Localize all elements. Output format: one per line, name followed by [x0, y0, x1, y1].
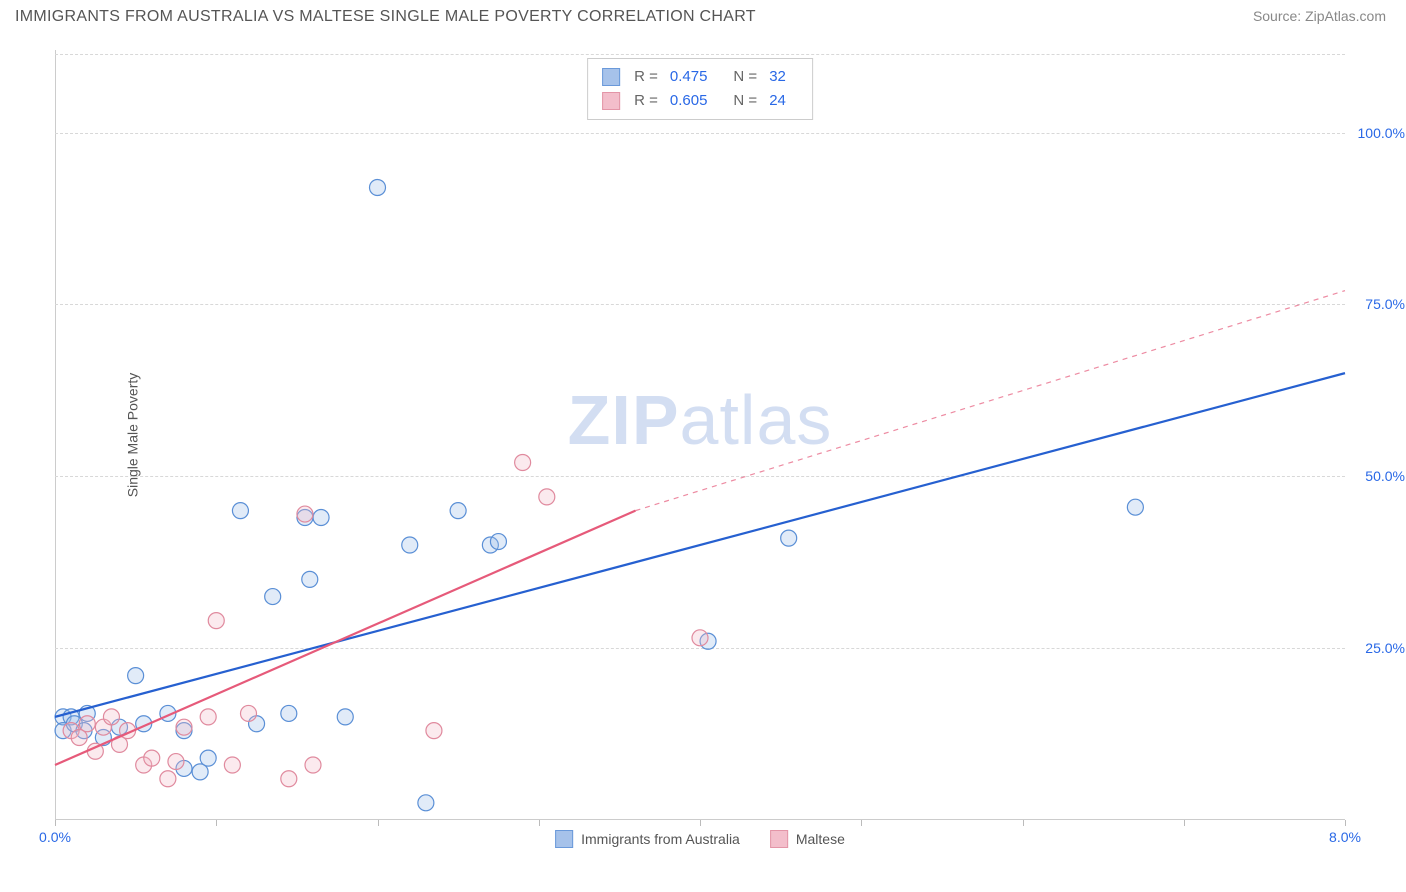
x-tick: [1345, 820, 1346, 826]
chart-title: IMMIGRANTS FROM AUSTRALIA VS MALTESE SIN…: [15, 8, 756, 26]
x-tick: [1023, 820, 1024, 826]
x-tick: [700, 820, 701, 826]
source-label: Source: ZipAtlas.com: [1253, 8, 1386, 24]
x-tick-label: 8.0%: [1329, 829, 1361, 845]
stats-row-series-1: R = 0.605 N = 24: [602, 89, 798, 113]
bottom-legend: Immigrants from Australia Maltese: [555, 830, 845, 848]
stats-legend: R = 0.475 N = 32 R = 0.605 N = 24: [587, 58, 813, 120]
plot-area: Single Male Poverty ZIPatlas 25.0%50.0%7…: [55, 50, 1345, 820]
x-tick: [216, 820, 217, 826]
x-tick: [1184, 820, 1185, 826]
swatch-series-1: [602, 92, 620, 110]
swatch-legend-0: [555, 830, 573, 848]
x-tick: [55, 820, 56, 826]
x-tick: [861, 820, 862, 826]
x-tick-label: 0.0%: [39, 829, 71, 845]
legend-item-0: Immigrants from Australia: [555, 830, 740, 848]
x-tick: [539, 820, 540, 826]
y-tick-label: 25.0%: [1350, 640, 1405, 656]
y-tick-label: 75.0%: [1350, 296, 1405, 312]
swatch-legend-1: [770, 830, 788, 848]
scatter-svg: [55, 50, 1345, 820]
x-tick: [378, 820, 379, 826]
stats-row-series-0: R = 0.475 N = 32: [602, 65, 798, 89]
legend-item-1: Maltese: [770, 830, 845, 848]
y-tick-label: 50.0%: [1350, 468, 1405, 484]
y-tick-label: 100.0%: [1350, 125, 1405, 141]
swatch-series-0: [602, 68, 620, 86]
